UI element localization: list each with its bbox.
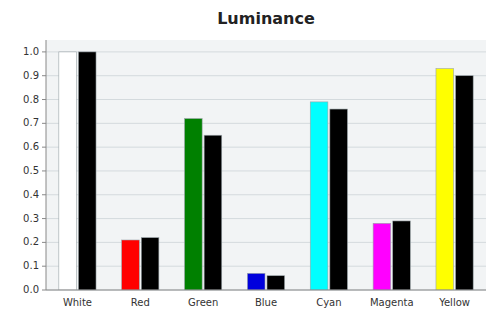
bar xyxy=(267,276,285,290)
bar xyxy=(247,273,265,290)
y-tick-label: 1.0 xyxy=(23,46,39,57)
x-tick-label: Red xyxy=(131,297,150,308)
y-tick xyxy=(42,99,46,100)
y-tick-label: 0.9 xyxy=(23,70,39,81)
y-tick-label: 0.7 xyxy=(23,117,39,128)
bar xyxy=(204,135,222,290)
y-tick xyxy=(42,266,46,267)
bar xyxy=(456,76,474,290)
plot-background xyxy=(46,40,486,290)
y-tick xyxy=(42,147,46,148)
bar xyxy=(141,238,159,290)
chart-container: 0.0 0.1 0.2 0.3 0.4 0.5 0.6 0.7 0.8 0.9 1.0 White Re… xyxy=(0,0,500,320)
y-tick xyxy=(42,170,46,171)
y-tick xyxy=(42,75,46,76)
y-tick xyxy=(42,242,46,243)
y-tick-label: 0.1 xyxy=(23,260,39,271)
x-tick-label: Cyan xyxy=(316,297,341,308)
bar xyxy=(373,223,391,290)
grid-line xyxy=(46,99,486,100)
y-axis: 0.0 0.1 0.2 0.3 0.4 0.5 0.6 0.7 0.8 0.9 1.0 xyxy=(23,46,486,295)
x-tick-label: Yellow xyxy=(438,297,470,308)
bar xyxy=(436,69,454,290)
y-tick-label: 0.0 xyxy=(23,284,39,295)
bar xyxy=(185,119,203,290)
grid-line xyxy=(46,123,486,124)
grid-line xyxy=(46,194,486,195)
title: Luminance xyxy=(217,9,315,28)
y-tick-label: 0.2 xyxy=(23,236,39,247)
y-tick xyxy=(42,51,46,52)
grid-line xyxy=(46,147,486,148)
x-tick-label: Blue xyxy=(255,297,277,308)
grid-line xyxy=(46,290,486,291)
bar xyxy=(330,109,348,290)
bar xyxy=(122,240,140,290)
y-tick xyxy=(42,218,46,219)
chart: 0.0 0.1 0.2 0.3 0.4 0.5 0.6 0.7 0.8 0.9 1.0 White Re… xyxy=(0,0,500,320)
y-tick-label: 0.5 xyxy=(23,165,39,176)
y-tick xyxy=(42,123,46,124)
y-tick xyxy=(42,290,46,291)
x-tick-label: Magenta xyxy=(370,297,414,308)
y-tick xyxy=(42,194,46,195)
grid-line xyxy=(46,218,486,219)
y-axis-line xyxy=(46,40,47,290)
grid-line xyxy=(46,51,486,52)
x-axis: White Red Green Blue Cyan Magenta Yellow xyxy=(63,297,470,308)
grid-line xyxy=(46,170,486,171)
x-tick-label: Green xyxy=(188,297,218,308)
bar xyxy=(59,52,77,290)
x-tick-label: White xyxy=(63,297,92,308)
grid-line xyxy=(46,266,486,267)
bars xyxy=(59,52,473,290)
x-axis-line xyxy=(46,290,486,291)
y-tick-label: 0.8 xyxy=(23,94,39,105)
y-tick-label: 0.6 xyxy=(23,141,39,152)
grid-line xyxy=(46,75,486,76)
bar xyxy=(78,52,96,290)
grid-line xyxy=(46,242,486,243)
bar xyxy=(393,221,411,290)
y-tick-label: 0.3 xyxy=(23,213,39,224)
y-tick-label: 0.4 xyxy=(23,189,39,200)
bar xyxy=(310,102,328,290)
